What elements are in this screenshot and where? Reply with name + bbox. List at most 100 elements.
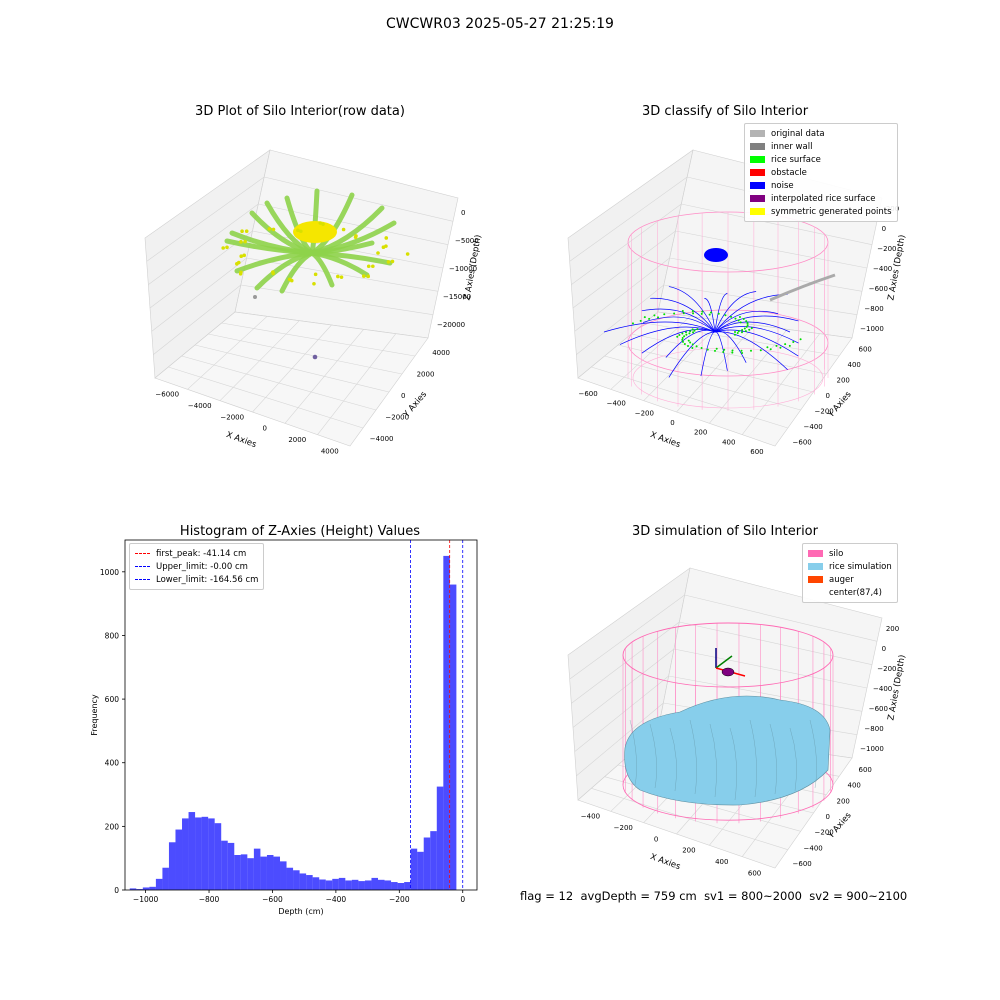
histogram-bar — [188, 812, 196, 890]
y-tick-label: 600 — [105, 695, 120, 704]
legend-entry-rice-simulation: rice simulation — [808, 560, 892, 573]
grid-line — [240, 284, 434, 315]
rice-mesh-line — [789, 727, 797, 792]
noise-arm — [714, 292, 728, 333]
rice-point — [737, 330, 740, 333]
x-tick-label: −200 — [389, 895, 410, 904]
rice-point — [631, 322, 634, 325]
raw-panel-title: 3D Plot of Silo Interior(row data) — [195, 104, 405, 119]
rice-point — [700, 312, 703, 315]
rice-point — [681, 337, 684, 340]
grid-line — [246, 257, 439, 292]
axis-marker — [715, 655, 733, 669]
histogram-bar — [247, 858, 254, 890]
histogram-bar — [129, 888, 137, 890]
noise-cluster — [704, 248, 728, 262]
histogram-bar — [449, 584, 457, 890]
rice-point — [792, 340, 795, 343]
inner-wall-points — [769, 273, 836, 302]
grid-line — [153, 284, 242, 355]
y-tick-label: 0 — [826, 392, 830, 400]
histogram-bar — [364, 880, 372, 890]
rice-point — [741, 351, 744, 354]
histogram-bar — [260, 856, 267, 890]
rice-point — [731, 351, 734, 354]
x-tick-label: 600 — [750, 448, 763, 456]
x-tick-label: −1000 — [133, 895, 159, 904]
y-tick-label: −600 — [793, 860, 812, 868]
histogram-bar — [266, 855, 274, 890]
rice-point — [715, 347, 718, 350]
x-tick-label: 400 — [715, 858, 728, 866]
histogram-bar — [168, 842, 176, 890]
point — [361, 274, 366, 278]
histogram-bar — [430, 831, 437, 890]
legend-first-peak: first_peak: -41.14 cm — [135, 547, 258, 560]
grid-line — [574, 257, 670, 332]
x-tick-label: −400 — [607, 400, 626, 408]
x-axis-label: Depth (cm) — [278, 907, 323, 916]
histogram-bar — [358, 881, 365, 890]
point-arm — [264, 200, 315, 256]
rice-point — [681, 332, 684, 335]
point — [341, 227, 346, 232]
rice-point — [689, 341, 692, 344]
rice-point — [681, 340, 684, 343]
z-tick-label: −15000 — [443, 293, 471, 301]
legend-entry-rice-surface: rice surface — [750, 153, 892, 166]
histogram-bar — [175, 829, 183, 890]
point — [239, 240, 243, 244]
point — [386, 260, 391, 264]
point — [384, 236, 389, 240]
rice-point — [710, 311, 713, 314]
legend-entry-silo: silo — [808, 547, 892, 560]
rice-point — [643, 316, 646, 319]
grid-line — [569, 594, 685, 680]
y-tick-label: 200 — [837, 797, 850, 805]
z-tick-label: −200 — [877, 665, 896, 673]
rice-point — [691, 310, 694, 313]
point — [296, 228, 300, 233]
rice-point — [717, 312, 720, 315]
histogram-frame — [124, 539, 478, 891]
outlier-point — [312, 354, 318, 360]
rice-point — [686, 345, 689, 348]
grid-line — [146, 176, 265, 262]
y-tick-label: −200 — [815, 829, 834, 837]
rice-mesh-line — [749, 719, 757, 798]
x-tick-label: 200 — [694, 429, 707, 437]
rice-point — [692, 331, 695, 334]
rice-point — [695, 345, 698, 348]
noise-arm — [650, 297, 716, 333]
point-arm — [309, 240, 375, 256]
y-tick-label: 2000 — [417, 370, 435, 378]
x-tick-label: −200 — [614, 824, 633, 832]
legend-lower-limit: Lower_limit: -164.56 cm — [135, 573, 258, 586]
point — [318, 221, 323, 225]
y-tick-label: 600 — [859, 346, 872, 354]
legend-entry-noise: noise — [750, 179, 892, 192]
histogram-bar — [417, 851, 424, 890]
rice-point — [663, 313, 666, 316]
rice-point — [700, 347, 703, 350]
rice-point — [734, 317, 737, 320]
z-tick-label: −800 — [864, 305, 883, 313]
rice-point — [693, 329, 696, 332]
legend-entry-original: original data — [750, 127, 892, 140]
grid-line — [572, 648, 675, 728]
rice-point — [745, 320, 748, 323]
noise-arm — [714, 291, 757, 333]
classify-legend: original data inner wall rice surface ob… — [744, 123, 898, 222]
noise-arm — [714, 330, 747, 363]
histogram-bar — [299, 873, 307, 890]
point — [405, 252, 410, 256]
z-tick-label: 0 — [882, 645, 886, 653]
rice-mesh-line — [689, 719, 697, 795]
z-tick-label: −200 — [877, 245, 896, 253]
histogram-bar — [214, 823, 222, 890]
rice-point — [769, 348, 772, 351]
histogram-bar — [436, 786, 444, 890]
rice-point — [738, 315, 741, 318]
rice-point — [730, 315, 733, 318]
rice-point — [799, 338, 802, 341]
